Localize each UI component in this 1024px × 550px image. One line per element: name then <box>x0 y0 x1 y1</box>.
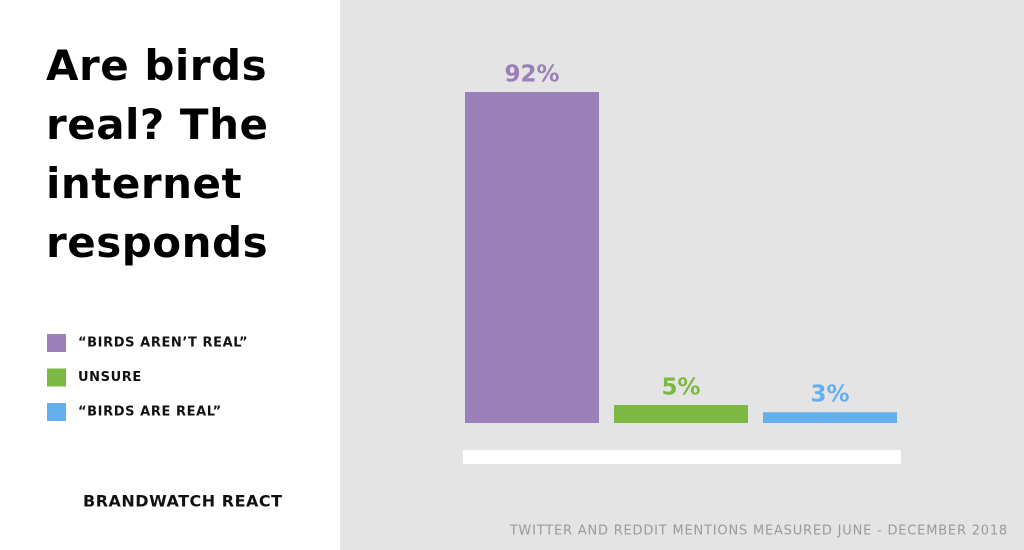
source: BRANDWATCH REACT <box>83 492 283 511</box>
note: TWITTER AND REDDIT MENTIONS MEASURED JUN… <box>509 524 1008 539</box>
value-label: 5% <box>661 375 700 401</box>
legend-swatch <box>47 403 66 421</box>
base-strip <box>463 450 901 464</box>
bar <box>763 412 897 423</box>
legend-label: “BIRDS AREN’T REAL” <box>78 336 248 351</box>
value-label: 3% <box>810 382 849 408</box>
value-label: 92% <box>504 62 559 88</box>
legend-swatch <box>47 368 66 387</box>
legend-label: UNSURE <box>78 370 142 385</box>
legend-swatch <box>47 334 66 352</box>
bar <box>614 405 748 423</box>
plot-background <box>340 0 1024 550</box>
legend-label: “BIRDS ARE REAL” <box>78 405 222 420</box>
chart-title: Are birds real? The internet responds <box>46 41 269 267</box>
bar <box>465 92 599 423</box>
